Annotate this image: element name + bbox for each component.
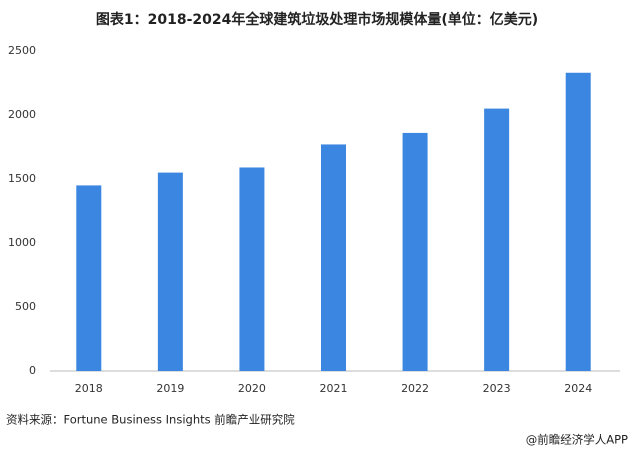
x-tick-label: 2021 <box>320 382 348 395</box>
x-tick-label: 2024 <box>564 382 592 395</box>
x-tick-label: 2019 <box>156 382 184 395</box>
footer-note: @前瞻经济学人APP <box>526 433 628 447</box>
x-tick-label: 2022 <box>401 382 429 395</box>
x-tick-label: 2020 <box>238 382 266 395</box>
source-note: 资料来源：Fortune Business Insights 前瞻产业研究院 <box>6 413 295 427</box>
y-tick-label: 500 <box>15 300 36 313</box>
bar <box>402 132 428 371</box>
y-tick-label: 1000 <box>8 236 36 249</box>
y-tick-label: 1500 <box>8 172 36 185</box>
bar <box>239 167 265 371</box>
bar <box>484 108 510 371</box>
chart-title: 图表1：2018-2024年全球建筑垃圾处理市场规模体量(单位：亿美元) <box>96 11 538 28</box>
y-tick-label: 2500 <box>8 44 36 57</box>
x-tick-label: 2023 <box>483 382 511 395</box>
bar <box>157 172 183 371</box>
y-tick-label: 2000 <box>8 108 36 121</box>
bar <box>321 144 346 371</box>
bar <box>76 185 102 371</box>
bar <box>565 72 591 371</box>
x-tick-label: 2018 <box>75 382 103 395</box>
y-tick-label: 0 <box>29 364 36 377</box>
